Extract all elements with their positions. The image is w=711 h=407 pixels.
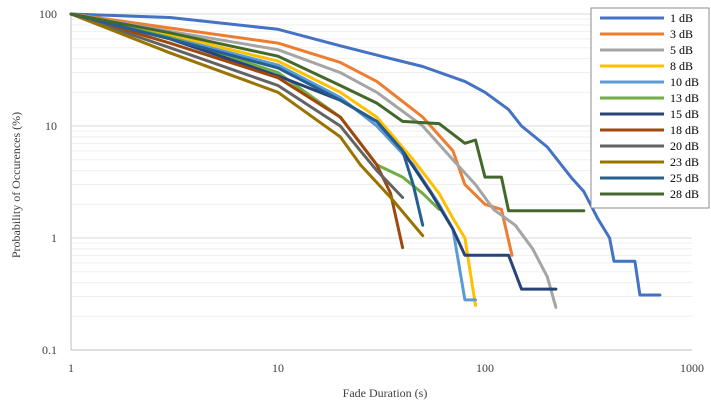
series-layer [69, 12, 662, 309]
y-tick-label: 100 [39, 7, 57, 21]
y-tick-label: 1 [51, 231, 57, 245]
series-line-25-db [69, 12, 425, 227]
x-tick-label: 1 [68, 361, 74, 375]
series-line-28-db [69, 12, 586, 213]
legend-box [590, 7, 710, 209]
legend-label: 5 dB [670, 43, 693, 57]
x-axis-title: Fade Duration (s) [343, 386, 428, 400]
series-line-18-db [69, 12, 405, 250]
y-tick-label: 10 [45, 119, 57, 133]
series-line-8-db [69, 12, 477, 307]
legend-label: 3 dB [670, 27, 693, 41]
legend-label: 1 dB [670, 11, 693, 25]
legend: 1 dB 3 dB 5 dB 8 dB 10 dB 13 dB 15 dB 18 dB 20 d… [590, 7, 710, 209]
axes [70, 14, 692, 351]
series-line-15-db [69, 12, 558, 291]
x-tick-label: 10 [272, 361, 284, 375]
legend-label: 18 dB [670, 123, 699, 137]
series-line-1-db [69, 12, 662, 297]
series-line-5-db [69, 12, 558, 309]
y-axis-title: Probability of Occurences (%) [9, 112, 23, 258]
legend-label: 25 dB [670, 171, 699, 185]
y-tick-label: 0.1 [42, 343, 57, 357]
x-tick-label: 100 [476, 361, 494, 375]
legend-label: 13 dB [670, 91, 699, 105]
series-line-10-db [69, 12, 477, 302]
series-line-23-db [69, 12, 425, 238]
legend-label: 23 dB [670, 155, 699, 169]
legend-label: 8 dB [670, 59, 693, 73]
legend-label: 20 dB [670, 139, 699, 153]
legend-label: 15 dB [670, 107, 699, 121]
legend-label: 28 dB [670, 187, 699, 201]
legend-label: 10 dB [670, 75, 699, 89]
series-line-20-db [69, 12, 405, 199]
tick-labels: 1 10 100 1000 0.1 1 10 100 [39, 7, 704, 375]
x-tick-label: 1000 [680, 361, 704, 375]
